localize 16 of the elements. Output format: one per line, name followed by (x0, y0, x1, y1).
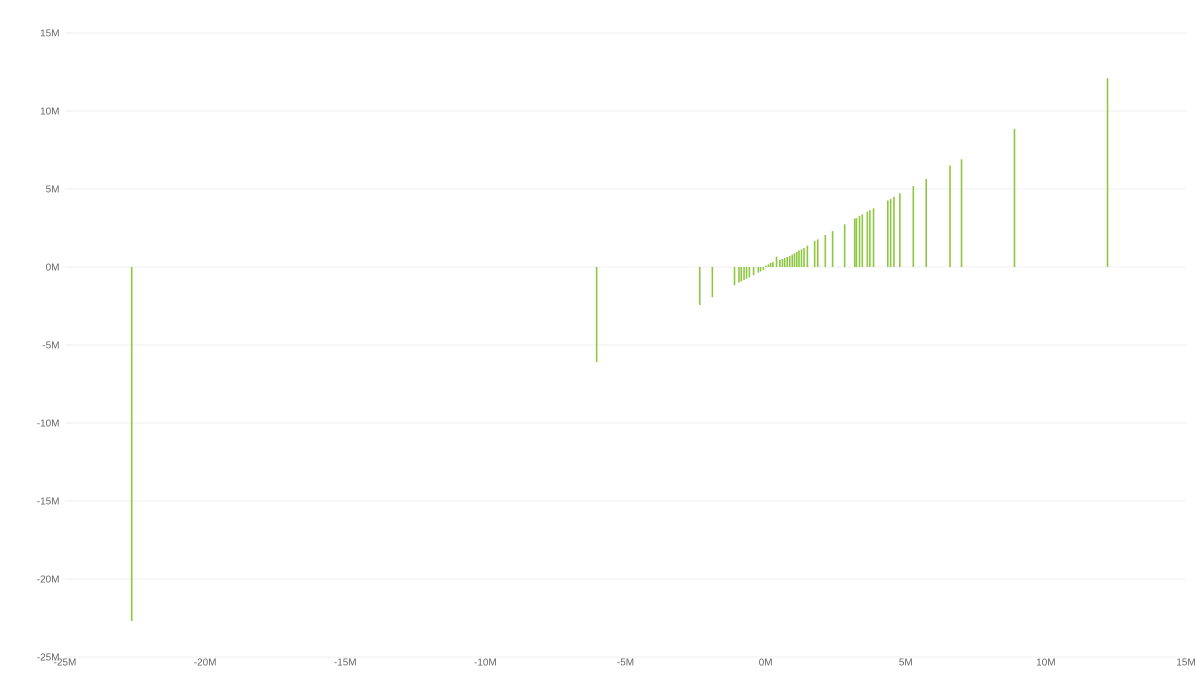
x-tick-label: 10M (1036, 658, 1055, 666)
x-tick-label: -10M (474, 658, 496, 666)
y-tick-label: -20M (37, 575, 59, 583)
y-tick-label: 0M (46, 263, 59, 271)
x-tick-label: 5M (899, 658, 912, 666)
x-tick-label: 0M (759, 658, 772, 666)
x-tick-label: -15M (334, 658, 356, 666)
y-tick-label: -10M (37, 419, 59, 427)
y-tick-label: 10M (40, 107, 59, 115)
x-tick-label: -20M (194, 658, 216, 666)
y-tick-label: 15M (40, 29, 59, 37)
y-tick-label: -5M (42, 341, 59, 349)
y-tick-label: 5M (46, 185, 59, 193)
x-tick-label: -5M (617, 658, 634, 666)
y-tick-label: -15M (37, 497, 59, 505)
x-tick-label: 15M (1177, 658, 1195, 666)
